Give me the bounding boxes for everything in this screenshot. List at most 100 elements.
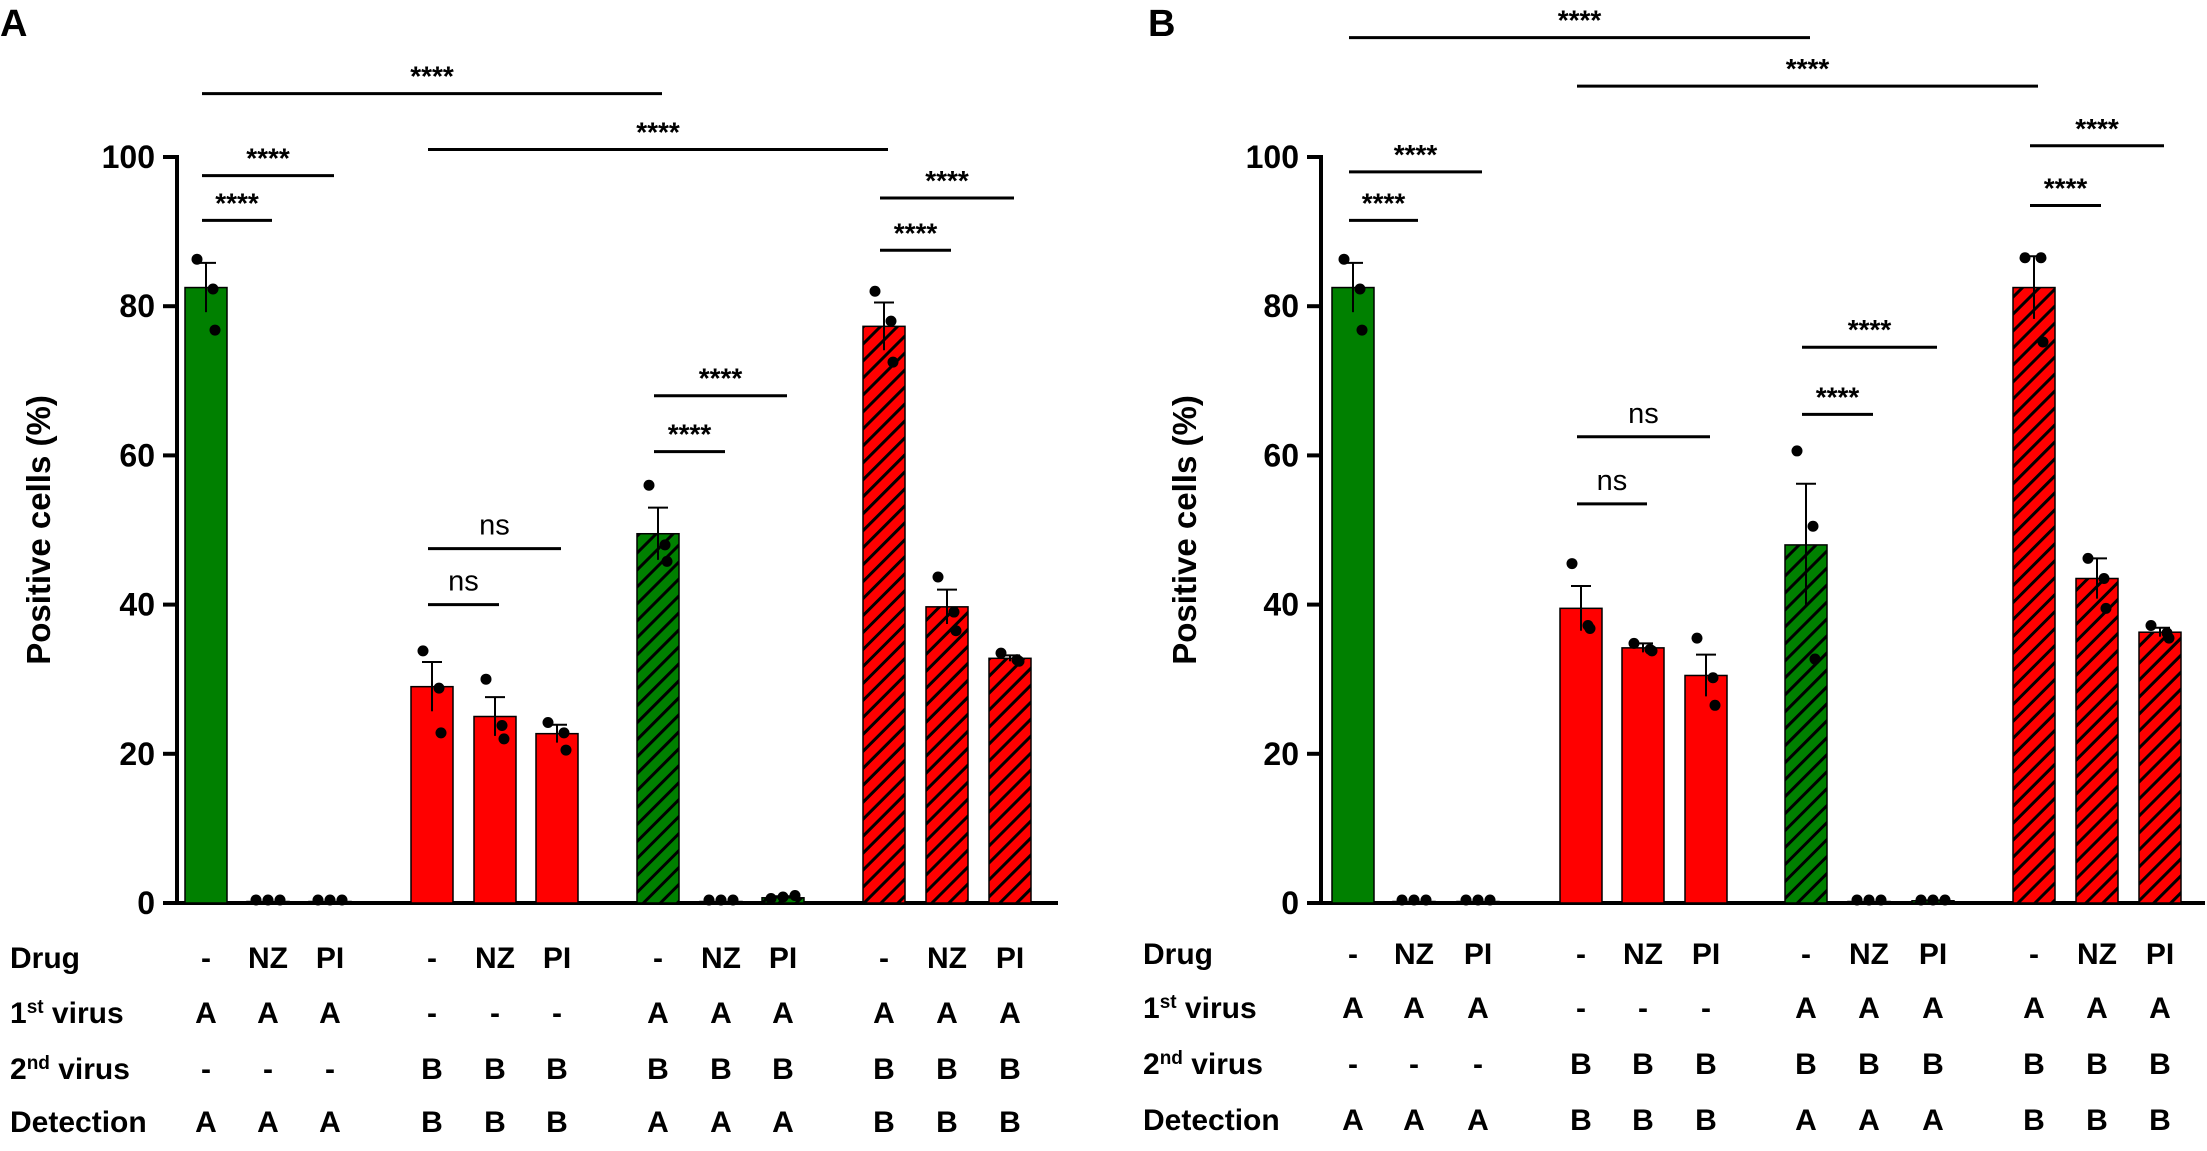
panel-a-table-cell: A xyxy=(999,997,1021,1030)
panel-a-data-point xyxy=(542,716,554,728)
panel-b-table-cell: A xyxy=(1922,992,1944,1025)
panel-a-table-cell: A xyxy=(772,1106,794,1139)
panel-b-table-cell: A xyxy=(1403,992,1425,1025)
panel-b-table-cell: B xyxy=(1795,1048,1817,1081)
panel-a-table-cell: B xyxy=(873,1106,895,1139)
panel-b-table-cell: NZ xyxy=(1623,938,1663,971)
panel-a-data-point xyxy=(765,893,777,905)
panel-a-significance-label: **** xyxy=(699,363,743,394)
panel-a-significance-label: ns xyxy=(479,510,510,542)
panel-a-table-row-label: Detection xyxy=(10,1106,147,1139)
panel-b-table-cell: NZ xyxy=(2077,938,2117,971)
panel-b-table-cell: B xyxy=(2086,1048,2108,1081)
panel-b-table-cell: - xyxy=(1348,938,1358,971)
panel-a-table-cell: NZ xyxy=(701,942,741,975)
panel-a-data-point xyxy=(433,682,445,694)
panel-b-table-cell: A xyxy=(1858,992,1880,1025)
panel-b-bar xyxy=(2075,577,2119,904)
panel-b-data-point xyxy=(1460,894,1472,906)
panel-a-table-cell: B xyxy=(772,1053,794,1086)
panel-b-bar xyxy=(1684,674,1728,904)
panel-b-data-point xyxy=(1807,520,1819,532)
panel-b-y-tick-label: 60 xyxy=(1263,437,1299,473)
panel-b-data-point xyxy=(1927,894,1939,906)
panel-a-table-cell: - xyxy=(552,997,562,1030)
panel-a-y-tick-label: 0 xyxy=(137,885,155,921)
panel-b-data-point xyxy=(1707,672,1719,684)
panel-a-table-cell: B xyxy=(421,1053,443,1086)
panel-b-table-cell: B xyxy=(1858,1048,1880,1081)
panel-a-significance-label: **** xyxy=(246,143,290,174)
panel-a-data-point xyxy=(661,555,673,567)
panel-a-data-point xyxy=(948,606,960,618)
panel-b-table-cell: B xyxy=(1695,1048,1717,1081)
panel-a-data-point xyxy=(885,315,897,327)
panel-b-data-point xyxy=(1484,894,1496,906)
panel-b-data-point xyxy=(1915,894,1927,906)
panel-b-y-tick-label: 0 xyxy=(1281,885,1299,921)
panel-b-bar xyxy=(1331,286,1375,904)
panel-b-data-point xyxy=(1356,324,1368,336)
panel-b-table-cell: - xyxy=(1701,992,1711,1025)
panel-a-table-row-label: Drug xyxy=(10,942,80,975)
panel-a-data-point xyxy=(869,285,881,297)
panel-b-table-row-label: 2nd virus xyxy=(1143,1048,1263,1082)
panel-a-data-point xyxy=(336,894,348,906)
panel-b-table-row-label: Detection xyxy=(1143,1104,1280,1137)
panel-a-table-cell: B xyxy=(999,1106,1021,1139)
panel-a-table-cell: B xyxy=(546,1106,568,1139)
panel-b-table-cell: - xyxy=(1576,938,1586,971)
panel-b-data-point xyxy=(2098,572,2110,584)
panel-a-data-point xyxy=(262,894,274,906)
panel-b-significance-label: **** xyxy=(1848,314,1892,345)
panel-b-table-row-label: Drug xyxy=(1143,938,1213,971)
panel-a-data-point xyxy=(560,744,572,756)
panel-b-bar xyxy=(2138,631,2182,904)
panel-b-table-cell: - xyxy=(2029,938,2039,971)
panel-a-table-cell: B xyxy=(647,1053,669,1086)
panel-a-y-tick-label: 80 xyxy=(119,288,155,324)
panel-a-table-cell: A xyxy=(195,997,217,1030)
panel-a-table-cell: NZ xyxy=(248,942,288,975)
panel-b-table-cell: A xyxy=(1403,1104,1425,1137)
panel-b-data-point xyxy=(1875,894,1887,906)
panel-a-table-cell: PI xyxy=(996,942,1024,975)
panel-b-table-cell: - xyxy=(1473,1048,1483,1081)
panel-a-data-point xyxy=(312,894,324,906)
panel-b-table-cell: B xyxy=(1570,1048,1592,1081)
panel-b-label: B xyxy=(1148,3,1175,45)
panel-a-bar xyxy=(410,685,454,904)
panel-a-data-point xyxy=(480,673,492,685)
panel-b-bar xyxy=(1621,647,1665,904)
panel-a-table-cell: PI xyxy=(316,942,344,975)
panel-a-data-point xyxy=(659,539,671,551)
panel-a-table-cell: A xyxy=(772,997,794,1030)
panel-b-data-point xyxy=(1709,699,1721,711)
panel-b-table-cell: NZ xyxy=(1849,938,1889,971)
panel-b-table-cell: - xyxy=(1409,1048,1419,1081)
panel-a-bar xyxy=(535,732,579,904)
panel-b-table-cell: A xyxy=(1922,1104,1944,1137)
panel-b-table-cell: B xyxy=(2149,1104,2171,1137)
panel-b-data-point xyxy=(1584,622,1596,634)
panel-b-data-point xyxy=(1691,632,1703,644)
panel-b-data-point xyxy=(1420,894,1432,906)
panel-a-table-cell: - xyxy=(201,1053,211,1086)
panel-a-data-point xyxy=(789,890,801,902)
panel-b-data-point xyxy=(2163,632,2175,644)
panel-b-table-cell: A xyxy=(2023,992,2045,1025)
panel-b-significance-label: **** xyxy=(1786,53,1830,84)
panel-a-table-cell: PI xyxy=(769,942,797,975)
panel-a-data-point xyxy=(498,733,510,745)
panel-b-table-cell: NZ xyxy=(1394,938,1434,971)
panel-b-table-cell: PI xyxy=(1692,938,1720,971)
panel-b-data-point xyxy=(2037,336,2049,348)
panel-a-table-cell: A xyxy=(710,997,732,1030)
panel-a-bar xyxy=(636,532,680,904)
panel-b-data-point xyxy=(1628,637,1640,649)
panel-b-table-cell: - xyxy=(1638,992,1648,1025)
panel-a-table-cell: A xyxy=(257,1106,279,1139)
panel-a-significance-label: **** xyxy=(894,217,938,248)
panel-b-table-cell: - xyxy=(1348,1048,1358,1081)
panel-a-table-cell: B xyxy=(710,1053,732,1086)
